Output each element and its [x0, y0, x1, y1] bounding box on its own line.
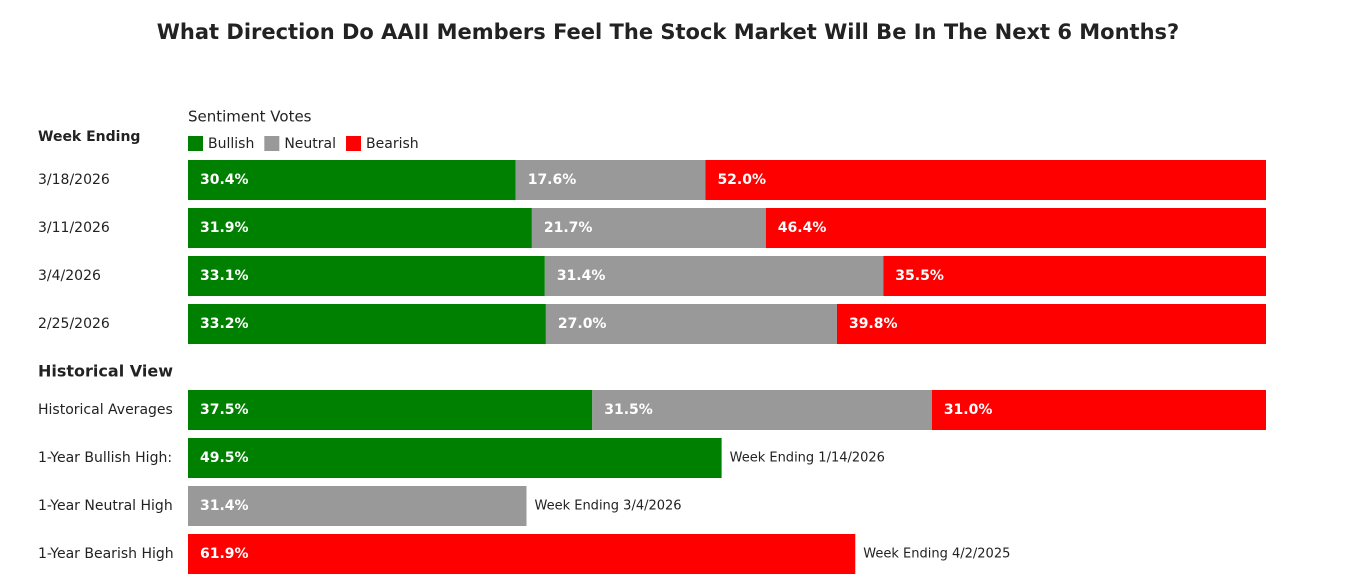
annotation: Week Ending 1/14/2026 — [730, 451, 885, 466]
bar-segment — [931, 390, 1266, 430]
value-label: 31.5% — [604, 402, 653, 418]
value-label: 21.7% — [544, 220, 593, 236]
category-label: 2/25/2026 — [38, 316, 110, 332]
bar-segment — [705, 160, 1266, 200]
bar-segment — [592, 390, 932, 430]
bar-segment — [883, 256, 1266, 296]
value-label: 35.5% — [895, 268, 944, 284]
value-label: 39.8% — [849, 316, 898, 332]
value-label: 52.0% — [717, 172, 766, 188]
bar-segment — [515, 160, 706, 200]
value-label: 30.4% — [200, 172, 249, 188]
section-title: Historical View — [38, 362, 173, 381]
bar-segment — [188, 208, 532, 248]
category-label: 1-Year Neutral High — [38, 498, 173, 514]
category-label: 3/18/2026 — [38, 172, 110, 188]
category-label: 1-Year Bullish High: — [38, 450, 172, 466]
value-label: 31.4% — [557, 268, 606, 284]
value-label: 33.2% — [200, 316, 249, 332]
bar-segment — [188, 534, 856, 574]
value-label: 17.6% — [528, 172, 577, 188]
bar-segment — [836, 304, 1266, 344]
category-label: Historical Averages — [38, 402, 173, 418]
legend-label: Bearish — [366, 136, 419, 152]
bar-segment — [188, 304, 546, 344]
value-label: 33.1% — [200, 268, 249, 284]
bar-segment — [544, 256, 884, 296]
value-label: 37.5% — [200, 402, 249, 418]
value-label: 49.5% — [200, 450, 249, 466]
section-title: Week Ending — [38, 129, 140, 145]
annotation: Week Ending 4/2/2025 — [863, 547, 1010, 562]
value-label: 61.9% — [200, 546, 249, 562]
legend-swatch — [264, 136, 280, 151]
category-label: 1-Year Bearish High — [38, 546, 174, 562]
legend-swatch — [188, 136, 203, 151]
value-label: 27.0% — [558, 316, 607, 332]
category-label: 3/11/2026 — [38, 220, 110, 236]
bar-segment — [188, 256, 545, 296]
bar-segment — [188, 438, 722, 478]
bar-segment — [545, 304, 837, 344]
legend-title: Sentiment Votes — [188, 108, 312, 126]
bar-segment — [531, 208, 766, 248]
bar-segment — [188, 160, 516, 200]
bar-segment — [188, 486, 527, 526]
value-label: 31.0% — [944, 402, 993, 418]
chart-title: What Direction Do AAII Members Feel The … — [157, 20, 1179, 44]
bar-segment — [188, 390, 593, 430]
value-label: 31.9% — [200, 220, 249, 236]
annotation: Week Ending 3/4/2026 — [534, 499, 681, 514]
legend-label: Bullish — [208, 136, 254, 152]
legend-label: Neutral — [284, 136, 336, 152]
value-label: 46.4% — [778, 220, 827, 236]
bar-segment — [765, 208, 1266, 248]
legend-swatch — [346, 136, 362, 151]
value-label: 31.4% — [200, 498, 249, 514]
category-label: 3/4/2026 — [38, 268, 101, 284]
